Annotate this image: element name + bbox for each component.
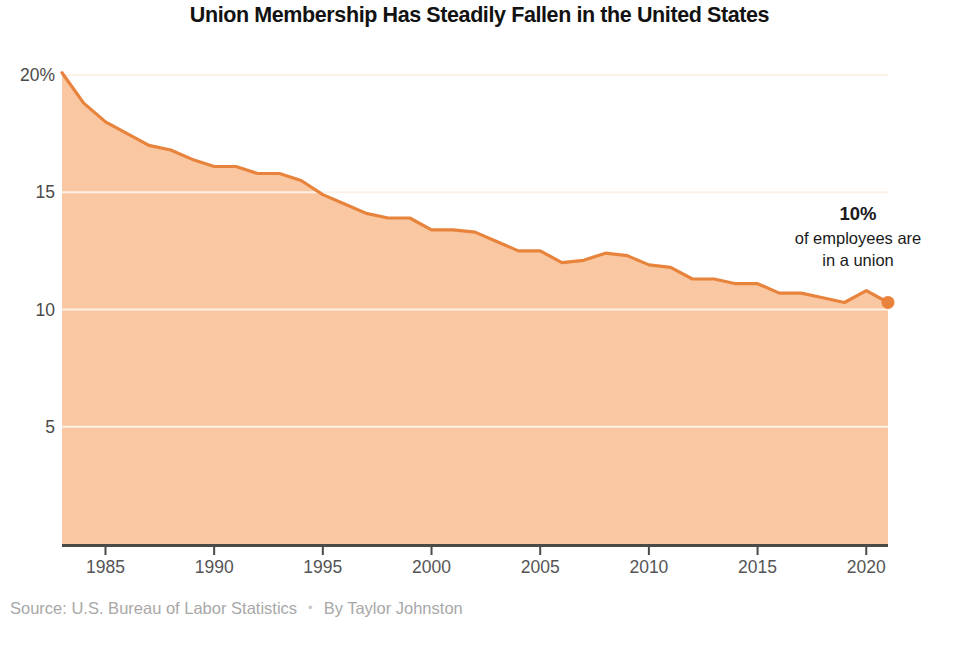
y-tick-label-10: 10 bbox=[36, 300, 56, 320]
x-tick-label-2020: 2020 bbox=[847, 557, 886, 577]
y-tick-label-5: 5 bbox=[45, 417, 55, 437]
x-tick-label-1995: 1995 bbox=[303, 557, 342, 577]
end-point-dot bbox=[882, 296, 895, 309]
source-label: Source: U.S. Bureau of Labor Statistics bbox=[10, 599, 297, 618]
x-tick-label-2010: 2010 bbox=[629, 557, 668, 577]
annotation-value: 10% bbox=[768, 201, 948, 227]
annotation-line-1: of employees are bbox=[768, 227, 948, 250]
x-tick-label-2015: 2015 bbox=[738, 557, 777, 577]
area-fill bbox=[62, 73, 888, 544]
y-tick-label-15: 15 bbox=[36, 182, 55, 202]
end-value-annotation: 10% of employees are in a union bbox=[768, 201, 948, 272]
x-tick-label-2005: 2005 bbox=[521, 557, 560, 577]
separator-dot-icon: • bbox=[308, 600, 313, 615]
byline: By Taylor Johnston bbox=[324, 599, 463, 618]
source-credit: Source: U.S. Bureau of Labor Statistics … bbox=[10, 599, 463, 618]
x-tick-label-1985: 1985 bbox=[86, 557, 125, 577]
y-tick-label-20: 20% bbox=[20, 65, 55, 85]
area-chart: 1985 1990 1995 2000 2005 2010 2015 2020 20% 15 10 5 bbox=[0, 0, 959, 645]
x-tick-label-1990: 1990 bbox=[195, 557, 234, 577]
x-tick-label-2000: 2000 bbox=[412, 557, 451, 577]
union-membership-chart-page: Union Membership Has Steadily Fallen in … bbox=[0, 0, 959, 645]
annotation-line-2: in a union bbox=[768, 249, 948, 272]
